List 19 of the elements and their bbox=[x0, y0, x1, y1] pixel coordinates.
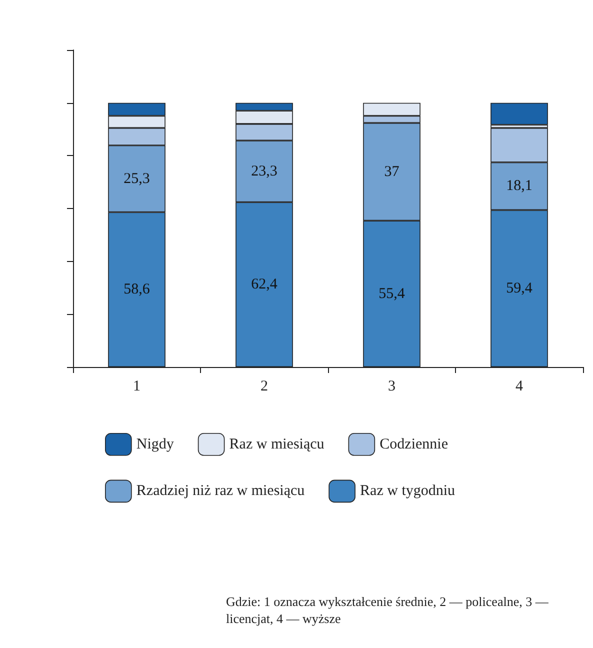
data-label: 58,6 bbox=[124, 282, 150, 298]
x-tick-label: 1 bbox=[133, 378, 140, 394]
data-label: 23,3 bbox=[251, 163, 278, 180]
data-label: 55,4 bbox=[378, 286, 406, 302]
legend-label: Raz w tygodniu bbox=[360, 483, 456, 500]
legend-label: Raz w miesiącu bbox=[229, 436, 325, 452]
text: Gdzie: 1 oznacza wykształcenie średnie, 2 — policealne, 3 — licencjat, 4 — wyższe bbox=[226, 594, 552, 626]
legend-label: Rzadziej niż raz w miesiącu bbox=[136, 483, 306, 500]
data-label: 25,3 bbox=[124, 170, 150, 187]
data-label: 59,4 bbox=[506, 280, 533, 297]
data-label: 37 bbox=[384, 164, 400, 180]
x-tick-label: 4 bbox=[516, 378, 524, 394]
x-tick-label: 3 bbox=[388, 378, 396, 394]
data-label: 62,4 bbox=[251, 276, 278, 293]
data-label: 18,1 bbox=[506, 178, 532, 194]
legend-label: Codziennie bbox=[380, 436, 448, 452]
bar bbox=[490, 102, 548, 125]
legend-label: Nigdy bbox=[136, 436, 174, 452]
x-tick-label: 2 bbox=[260, 378, 268, 394]
